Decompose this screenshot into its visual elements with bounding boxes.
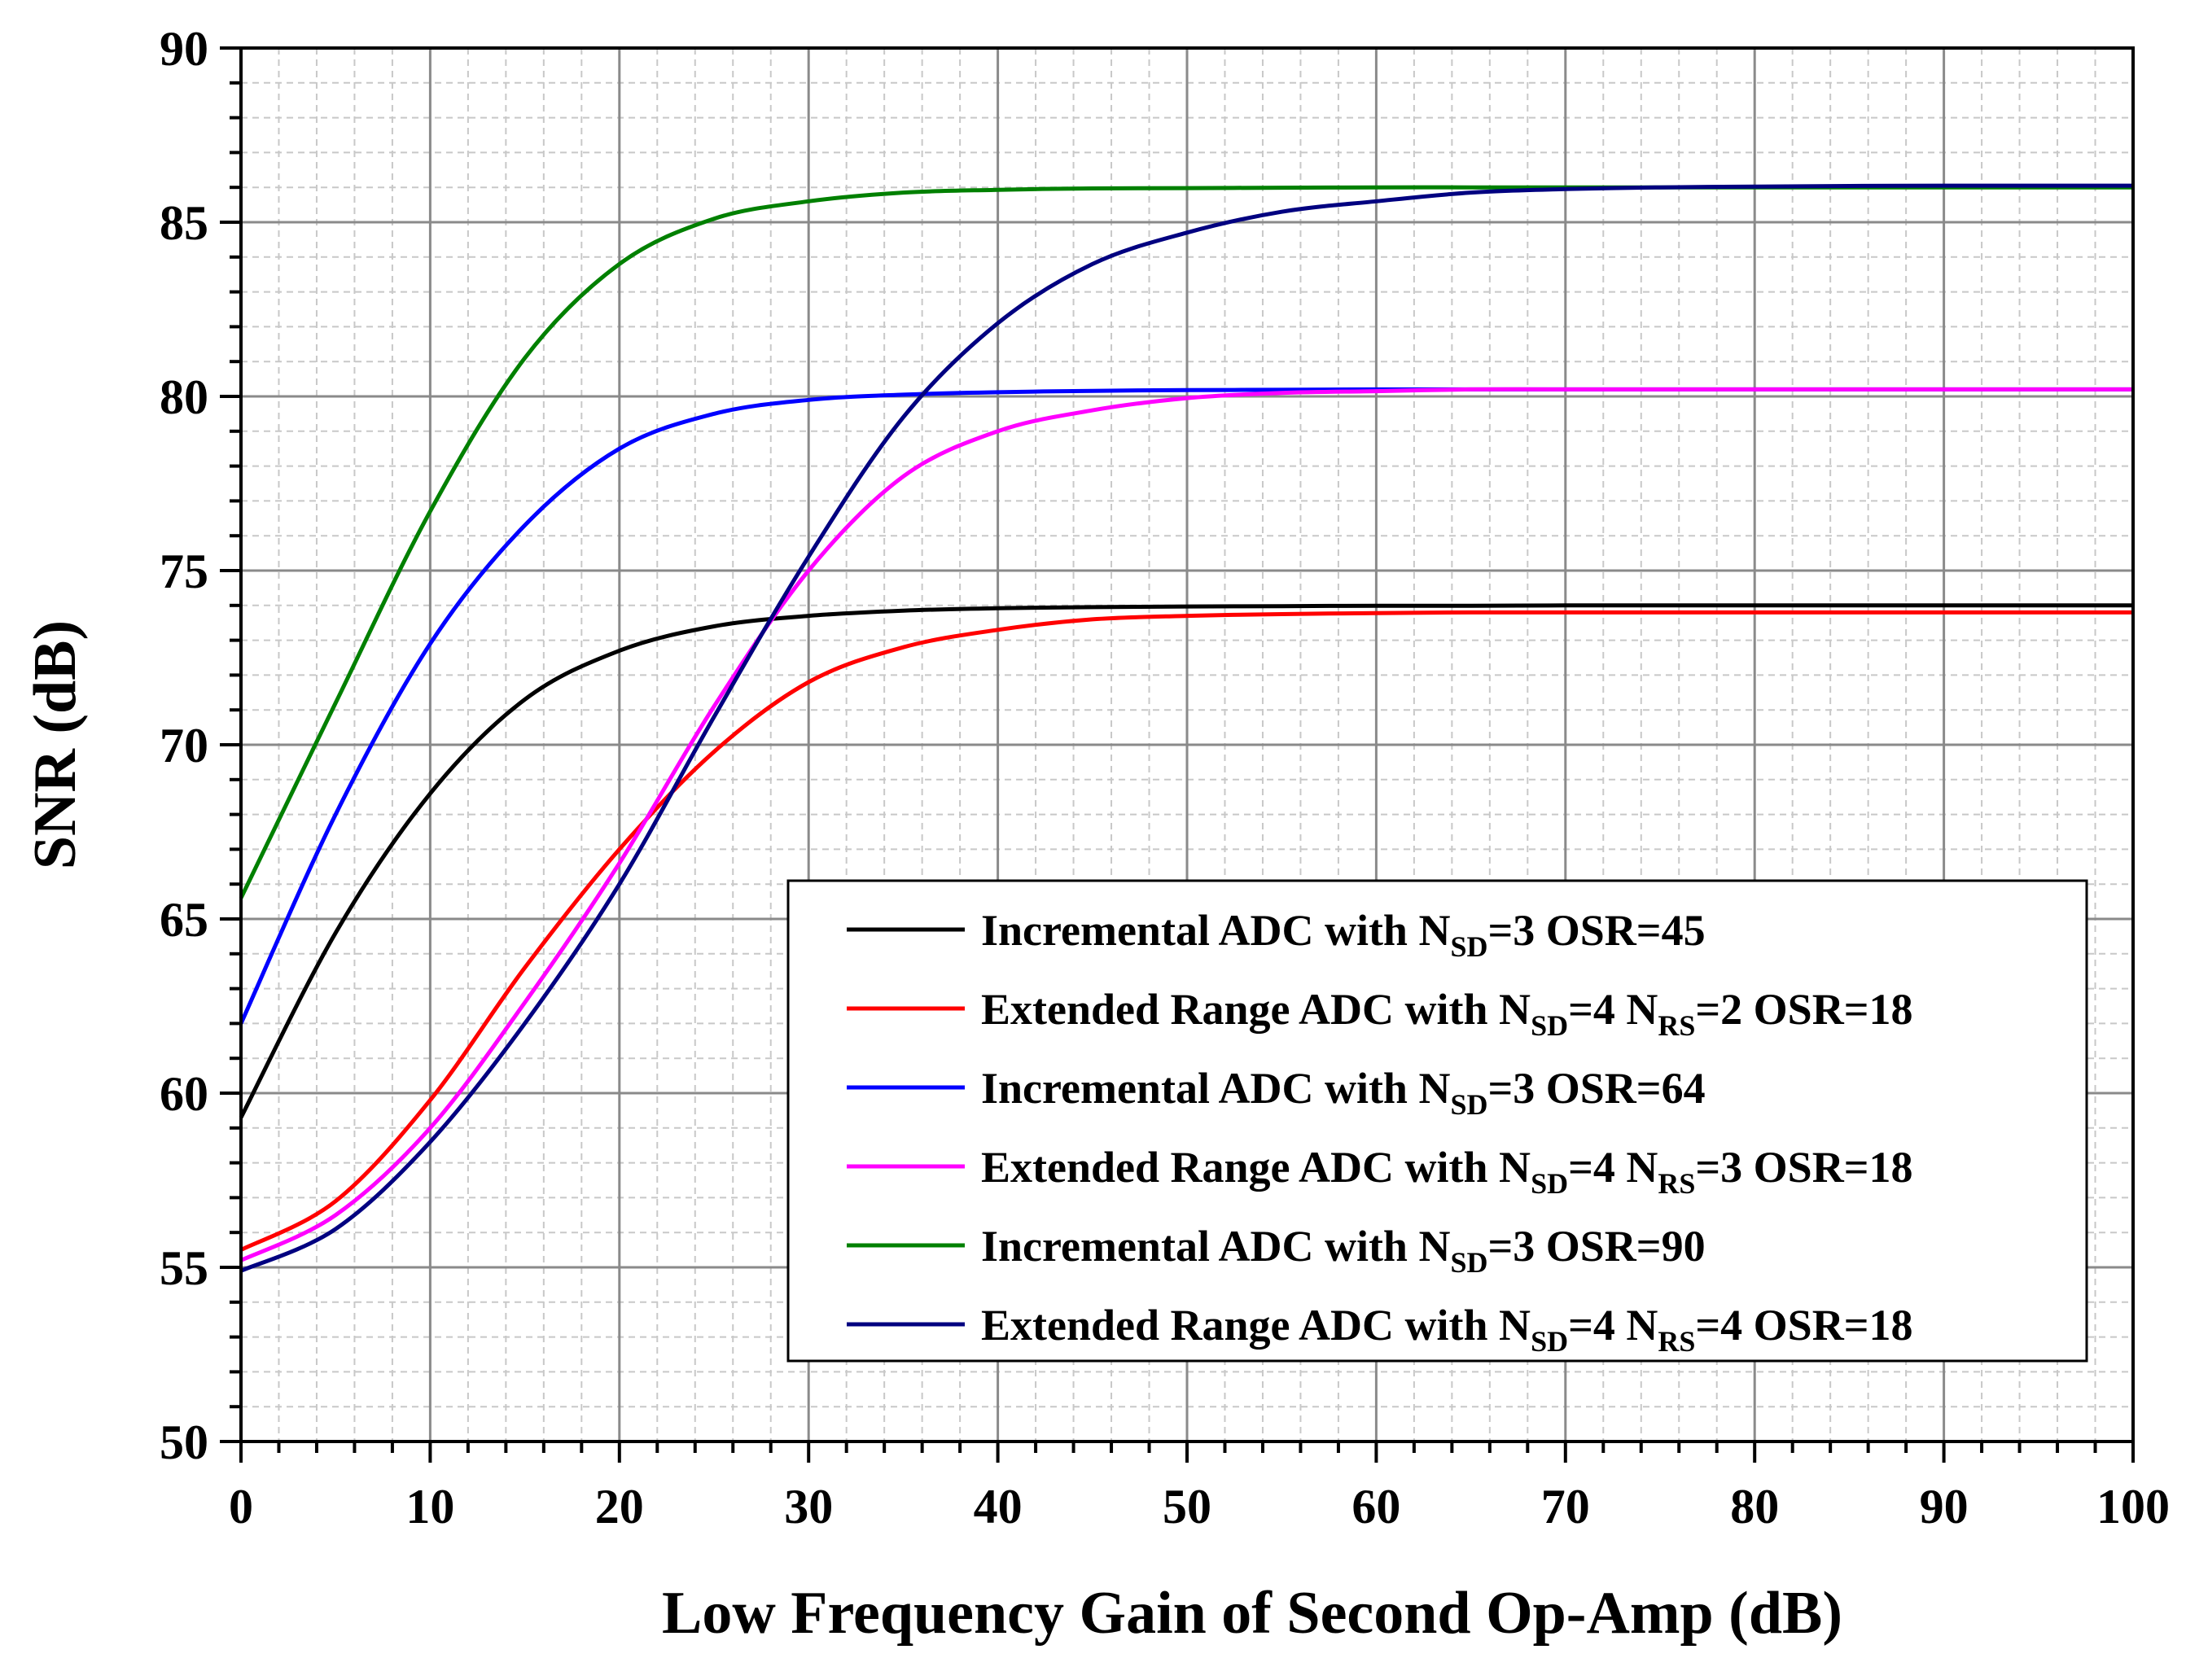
legend-text: =4 N (1568, 1143, 1658, 1192)
y-tick-label: 70 (160, 719, 208, 772)
series-line-1 (239, 603, 2133, 1119)
legend-text: Incremental ADC with N (981, 1064, 1450, 1113)
legend-subscript: SD (1450, 1246, 1487, 1279)
x-tick-label: 80 (1730, 1480, 1779, 1533)
x-tick-label: 0 (229, 1480, 253, 1533)
legend-subscript: SD (1450, 1088, 1487, 1121)
plot-frame (239, 46, 2135, 1443)
legend-subscript: RS (1658, 1167, 1695, 1200)
legend: Incremental ADC with NSD=3 OSR=45Extende… (786, 879, 2088, 1363)
legend-label-2: Extended Range ADC with NSD=4 NRS=2 OSR=… (981, 985, 1912, 1042)
legend-subscript: RS (1658, 1325, 1695, 1358)
legend-text: Extended Range ADC with N (981, 1143, 1531, 1192)
series-line-6 (239, 183, 2133, 1273)
legend-label-5: Incremental ADC with NSD=3 OSR=90 (981, 1222, 1706, 1279)
y-tick-label: 65 (160, 893, 208, 947)
tick-labels: 0 10 20 30 40 50 60 70 80 90 100 50 55 60 65 70 75 80 85 90 (160, 22, 2170, 1533)
y-axis-label: SNR (dB) (22, 620, 89, 869)
series-layer (239, 183, 2133, 1273)
series-line-4 (239, 387, 2133, 1262)
x-tick-label: 10 (405, 1480, 454, 1533)
legend-text: =4 N (1568, 1301, 1658, 1350)
x-tick-label: 30 (784, 1480, 833, 1533)
legend-label-6: Extended Range ADC with NSD=4 NRS=4 OSR=… (981, 1301, 1912, 1358)
legend-label-1: Incremental ADC with NSD=3 OSR=45 (981, 906, 1706, 963)
legend-subscript: SD (1531, 1009, 1568, 1042)
legend-text: =2 OSR=18 (1695, 985, 1912, 1034)
legend-text: =3 OSR=45 (1488, 906, 1706, 955)
legend-text: Incremental ADC with N (981, 906, 1450, 955)
legend-subscript: SD (1450, 930, 1487, 963)
y-tick-label: 80 (160, 370, 208, 424)
legend-text: Incremental ADC with N (981, 1222, 1450, 1271)
y-tick-label: 85 (160, 196, 208, 250)
x-axis-label: Low Frequency Gain of Second Op-Amp (dB) (662, 1580, 1842, 1647)
legend-text: Extended Range ADC with N (981, 1301, 1531, 1350)
legend-text: Extended Range ADC with N (981, 985, 1531, 1034)
y-tick-label: 90 (160, 22, 208, 76)
y-tick-label: 60 (160, 1067, 208, 1121)
legend-subscript: SD (1531, 1167, 1568, 1200)
legend-box (786, 879, 2088, 1363)
x-tick-label: 20 (595, 1480, 644, 1533)
axis-ticks (220, 46, 2135, 1463)
x-tick-label: 70 (1541, 1480, 1590, 1533)
legend-text: =3 OSR=64 (1488, 1064, 1706, 1113)
legend-label-3: Incremental ADC with NSD=3 OSR=64 (981, 1064, 1706, 1121)
y-tick-label: 75 (160, 545, 208, 598)
legend-label-4: Extended Range ADC with NSD=4 NRS=3 OSR=… (981, 1143, 1912, 1200)
legend-text: =4 OSR=18 (1695, 1301, 1912, 1350)
legend-text: =3 OSR=18 (1695, 1143, 1912, 1192)
legend-subscript: RS (1658, 1009, 1695, 1042)
legend-text: =3 OSR=90 (1488, 1222, 1706, 1271)
x-tick-label: 90 (1920, 1480, 1969, 1533)
y-tick-label: 55 (160, 1241, 208, 1295)
legend-subscript: SD (1531, 1325, 1568, 1358)
x-tick-label: 60 (1351, 1480, 1400, 1533)
y-tick-label: 50 (160, 1415, 208, 1469)
series-line-2 (239, 610, 2133, 1252)
x-tick-label: 40 (974, 1480, 1023, 1533)
x-tick-label: 100 (2096, 1480, 2170, 1533)
legend-text: =4 N (1568, 985, 1658, 1034)
x-tick-label: 50 (1163, 1480, 1211, 1533)
